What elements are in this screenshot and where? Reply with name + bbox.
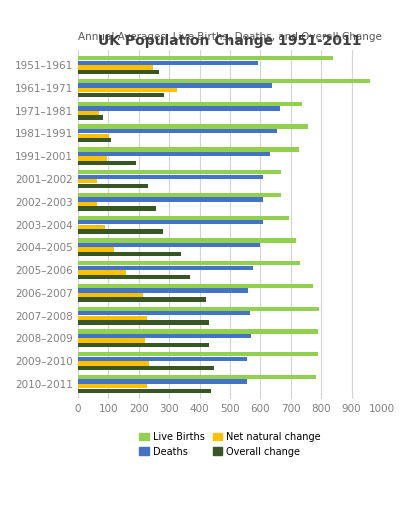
Bar: [78, 216, 289, 220]
Bar: [78, 330, 318, 334]
Bar: [78, 179, 97, 183]
Bar: [78, 129, 276, 133]
Bar: [78, 247, 113, 252]
Bar: [78, 202, 97, 206]
Bar: [78, 220, 262, 225]
Bar: [78, 238, 295, 243]
Bar: [78, 357, 247, 361]
Bar: [78, 311, 249, 316]
Bar: [78, 79, 369, 83]
Bar: [78, 193, 281, 197]
Bar: [78, 252, 181, 256]
Bar: [78, 111, 99, 115]
Bar: [78, 93, 163, 97]
Bar: [78, 147, 298, 151]
Bar: [78, 270, 126, 274]
Bar: [78, 115, 103, 119]
Bar: [78, 133, 109, 138]
Bar: [78, 306, 318, 311]
Bar: [78, 375, 315, 379]
Bar: [78, 384, 146, 388]
Bar: [78, 207, 156, 211]
Bar: [78, 343, 208, 347]
Bar: [78, 266, 252, 270]
Bar: [78, 157, 106, 161]
Bar: [78, 352, 317, 356]
Bar: [78, 197, 262, 202]
Bar: [78, 83, 271, 88]
Bar: [78, 361, 149, 366]
Bar: [78, 56, 332, 60]
Legend: Live Births, Deaths, Net natural change, Overall change: Live Births, Deaths, Net natural change,…: [135, 428, 324, 460]
Bar: [78, 125, 307, 129]
Bar: [78, 152, 269, 156]
Bar: [78, 225, 104, 229]
Bar: [78, 106, 280, 111]
Title: UK Population Change 1951-2011: UK Population Change 1951-2011: [98, 34, 361, 48]
Bar: [78, 175, 262, 179]
Bar: [78, 161, 135, 165]
Bar: [78, 65, 153, 70]
Bar: [78, 101, 301, 106]
Text: Annual Averages: Live Births, Deaths, and Overall Change: Annual Averages: Live Births, Deaths, an…: [78, 31, 381, 42]
Bar: [78, 388, 210, 393]
Bar: [78, 261, 299, 265]
Bar: [78, 170, 281, 174]
Bar: [78, 316, 147, 320]
Bar: [78, 88, 176, 92]
Bar: [78, 61, 258, 65]
Bar: [78, 229, 163, 233]
Bar: [78, 293, 142, 297]
Bar: [78, 138, 111, 143]
Bar: [78, 334, 251, 338]
Bar: [78, 70, 159, 74]
Bar: [78, 338, 145, 343]
Bar: [78, 380, 247, 384]
Bar: [78, 288, 247, 293]
Bar: [78, 274, 189, 279]
Bar: [78, 320, 209, 324]
Bar: [78, 243, 259, 247]
Bar: [78, 284, 312, 288]
Bar: [78, 366, 213, 370]
Bar: [78, 298, 205, 302]
Bar: [78, 184, 147, 188]
